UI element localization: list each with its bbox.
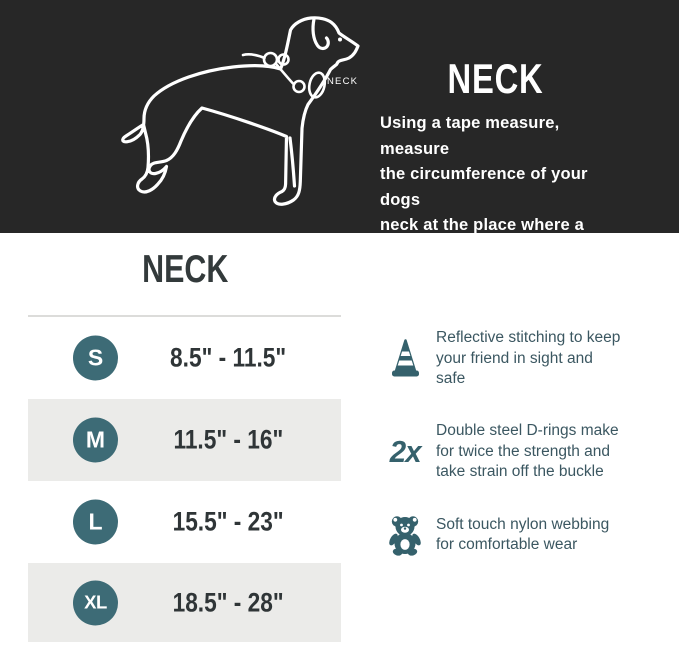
table-divider bbox=[28, 315, 341, 317]
feature-reflective: Reflective stitching to keep your friend… bbox=[384, 328, 651, 390]
hero-title: NECK bbox=[448, 55, 544, 102]
dog-outline-illustration: NECK bbox=[121, 16, 360, 206]
collar-tape-line bbox=[275, 63, 296, 86]
dog-ear-line bbox=[311, 17, 330, 51]
traffic-cone-icon bbox=[384, 339, 426, 379]
2x-icon: 2x bbox=[389, 433, 422, 469]
collar-ring-2 bbox=[292, 79, 306, 94]
feature-drings: 2x Double steel D-rings make for twice t… bbox=[384, 421, 651, 483]
feature-webbing: Soft touch nylon webbing for comfortable… bbox=[384, 514, 651, 556]
feature-text: Double steel D-rings make for twice the … bbox=[436, 422, 619, 480]
collar-ring-1 bbox=[277, 53, 290, 66]
size-range: 15.5" - 23" bbox=[172, 506, 285, 537]
size-badge-xl: XL bbox=[73, 580, 118, 625]
size-badge-m: M bbox=[73, 417, 118, 463]
table-row: S 8.5" - 11.5" bbox=[28, 317, 341, 399]
size-table-header: NECK bbox=[141, 248, 229, 291]
size-range: 8.5" - 11.5" bbox=[170, 342, 287, 373]
feature-text: Reflective stitching to keep your friend… bbox=[436, 329, 621, 387]
size-badge-l: L bbox=[73, 499, 118, 545]
dog-body-outline bbox=[121, 16, 360, 206]
collar-tape-trail bbox=[241, 53, 266, 60]
dog-eye bbox=[338, 37, 342, 42]
teddy-bear-icon bbox=[384, 514, 426, 556]
collar-ring-3 bbox=[262, 51, 279, 68]
neck-callout-label: NECK bbox=[327, 76, 358, 87]
feature-text: Soft touch nylon webbing for comfortable… bbox=[436, 515, 610, 554]
collar-band bbox=[307, 71, 327, 99]
size-range: 11.5" - 16" bbox=[173, 424, 284, 455]
size-range: 18.5" - 28" bbox=[172, 587, 285, 617]
table-row: M 11.5" - 16" bbox=[28, 399, 341, 481]
table-row: L 15.5" - 23" bbox=[28, 481, 341, 563]
size-rows: S 8.5" - 11.5" M 11.5" - 16" L bbox=[28, 317, 341, 642]
table-row: XL 18.5" - 28" bbox=[28, 563, 341, 642]
dog-far-leg-line bbox=[288, 136, 297, 188]
hero-section: NECK NECK Using a tape measure, measure … bbox=[0, 0, 679, 233]
hero-description: Using a tape measure, measure the circum… bbox=[380, 114, 588, 233]
hero-text-block: NECK Using a tape measure, measure the c… bbox=[380, 55, 612, 234]
size-badge-s: S bbox=[73, 335, 118, 381]
